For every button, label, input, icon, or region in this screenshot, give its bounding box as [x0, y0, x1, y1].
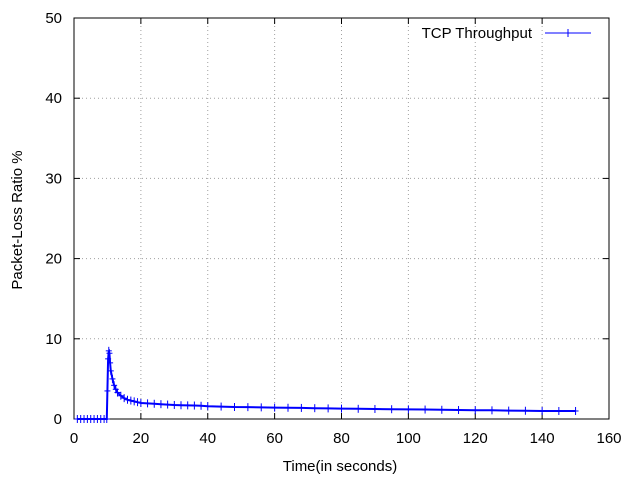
data-point [198, 401, 205, 410]
data-point [285, 403, 291, 412]
data-point [134, 398, 141, 407]
x-tick-label: 100 [396, 430, 421, 447]
data-point [157, 400, 164, 409]
data-point [405, 405, 412, 414]
data-point [422, 405, 429, 414]
data-point [109, 374, 116, 383]
data-point [114, 388, 121, 397]
data-point [388, 405, 395, 414]
x-tick-label: 40 [199, 430, 216, 447]
data-point [271, 403, 278, 412]
data-point [555, 406, 562, 415]
data-point [104, 386, 111, 395]
x-tick-label: 60 [266, 430, 283, 447]
data-point [455, 406, 462, 415]
y-tick-label: 50 [45, 10, 62, 27]
x-axis-title: Time(in seconds) [283, 458, 397, 475]
data-point [355, 404, 362, 413]
data-point [371, 404, 378, 413]
data-point [539, 406, 546, 415]
y-tick-label: 10 [45, 331, 62, 348]
x-tick-label: 140 [530, 430, 555, 447]
data-point [171, 400, 178, 409]
data-point [218, 402, 225, 411]
x-tick-label: 80 [333, 430, 350, 447]
data-point [103, 415, 110, 423]
legend-label: TCP Throughput [422, 25, 533, 42]
data-point [127, 396, 134, 405]
data-point [488, 406, 495, 415]
data-point [117, 391, 124, 400]
data-point [231, 402, 238, 411]
grid-lines [74, 18, 609, 419]
data-point [522, 406, 529, 415]
data-point [105, 354, 112, 363]
y-tick-label: 20 [45, 251, 62, 268]
data-point [244, 403, 251, 412]
y-tick-label: 0 [54, 411, 62, 428]
data-point [472, 406, 479, 415]
data-point [572, 406, 579, 415]
data-point [131, 397, 138, 406]
data-point [191, 401, 198, 410]
x-tick-label: 20 [133, 430, 150, 447]
data-point [106, 349, 113, 358]
axis-ticks [73, 17, 610, 420]
data-point [258, 403, 265, 412]
data-point [505, 406, 512, 415]
x-tick-label: 160 [596, 430, 621, 447]
data-point [107, 358, 114, 367]
data-point [311, 404, 318, 413]
data-point [298, 403, 305, 412]
data-point [121, 394, 128, 403]
series-group [74, 346, 579, 423]
x-tick-label: 120 [463, 430, 488, 447]
data-point [124, 395, 131, 404]
y-tick-label: 30 [45, 170, 62, 187]
data-point [111, 381, 118, 390]
data-point [107, 366, 114, 375]
data-point [204, 402, 211, 411]
data-point [164, 400, 171, 409]
legend: TCP Throughput [422, 25, 591, 42]
data-point [438, 405, 445, 414]
data-point [144, 399, 151, 408]
data-point [178, 401, 184, 410]
x-tick-label: 0 [70, 430, 78, 447]
y-axis-title: Packet-Loss Ratio % [9, 150, 26, 289]
data-point [184, 401, 191, 410]
data-point [338, 404, 345, 413]
y-tick-labels: 0 10 20 30 40 50 [45, 10, 62, 428]
data-point [151, 399, 158, 408]
data-point [325, 404, 332, 413]
y-tick-label: 40 [45, 90, 62, 107]
x-tick-labels: 0 20 40 60 80 100 120 140 160 [70, 430, 622, 447]
data-point [137, 398, 144, 407]
